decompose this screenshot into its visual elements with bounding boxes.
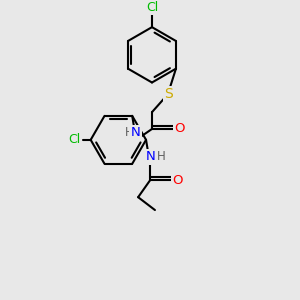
Text: Cl: Cl	[146, 1, 158, 14]
Text: Cl: Cl	[68, 133, 80, 146]
Text: N: N	[146, 150, 156, 163]
Text: S: S	[164, 87, 173, 101]
Text: H: H	[125, 126, 134, 140]
Text: H: H	[157, 150, 165, 163]
Text: O: O	[172, 174, 183, 187]
Text: N: N	[130, 126, 140, 140]
Text: O: O	[174, 122, 185, 136]
